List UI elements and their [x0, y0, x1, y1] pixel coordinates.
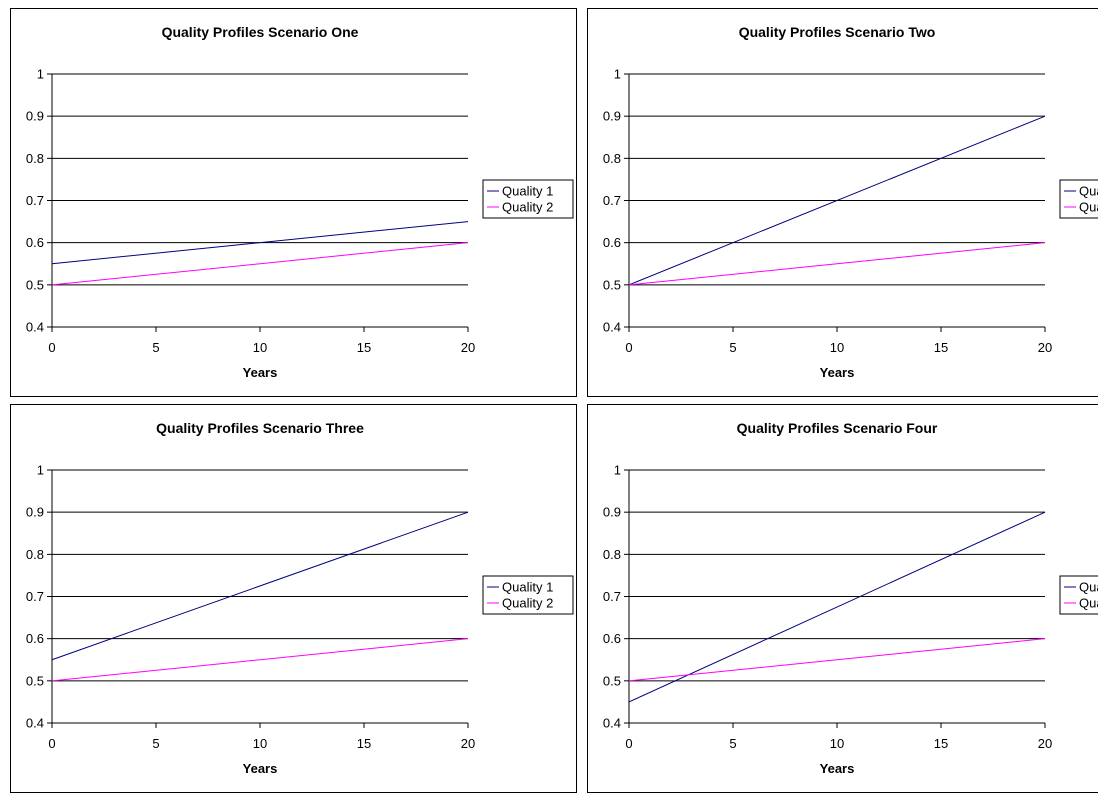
- series-line-quality-1: [51, 221, 469, 265]
- legend-label: Quality 1: [502, 184, 553, 199]
- x-tick-label: 15: [934, 340, 948, 355]
- x-tick-label: 10: [830, 340, 844, 355]
- y-tick-label: 1: [37, 463, 44, 478]
- y-tick-label: 0.5: [603, 673, 621, 688]
- x-axis-label: Years: [820, 761, 855, 776]
- x-axis-label: Years: [243, 365, 278, 380]
- y-tick-label: 0.7: [603, 589, 621, 604]
- y-tick-label: 0.4: [26, 320, 44, 335]
- x-tick-label: 20: [461, 340, 475, 355]
- legend-label: Quality 2: [502, 596, 553, 611]
- series-line-quality-1: [628, 511, 1046, 703]
- y-tick-label: 0.5: [26, 277, 44, 292]
- legend-label: Quality 2: [502, 200, 553, 215]
- x-tick-label: 15: [357, 340, 371, 355]
- x-tick-label: 15: [357, 736, 371, 751]
- x-tick-label: 20: [461, 736, 475, 751]
- y-tick-label: 1: [37, 67, 44, 82]
- legend-label: Quality 2: [1079, 596, 1098, 611]
- x-tick-label: 5: [152, 736, 159, 751]
- series-line-quality-2: [628, 242, 1046, 286]
- y-tick-label: 0.5: [26, 673, 44, 688]
- series-line-quality-2: [628, 638, 1046, 682]
- x-tick-label: 15: [934, 736, 948, 751]
- y-tick-label: 0.9: [603, 109, 621, 124]
- y-tick-label: 0.6: [603, 631, 621, 646]
- legend-label: Quality 1: [502, 580, 553, 595]
- y-tick-label: 0.6: [603, 235, 621, 250]
- chart-panel-scenario-three: Quality Profiles Scenario Three 0.4 0.5 0.6…: [10, 404, 577, 793]
- y-tick-label: 0.7: [603, 193, 621, 208]
- x-tick-label: 10: [253, 340, 267, 355]
- legend-label: Quality 1: [1079, 184, 1098, 199]
- series-line-quality-2: [51, 242, 469, 286]
- y-tick-label: 0.9: [603, 505, 621, 520]
- y-tick-label: 1: [614, 463, 621, 478]
- y-tick-label: 0.4: [603, 716, 621, 731]
- x-tick-label: 20: [1038, 340, 1052, 355]
- y-tick-label: 0.4: [603, 320, 621, 335]
- chart-panel-scenario-two: Quality Profiles Scenario Two 0.4 0.5 0.6 0.…: [587, 8, 1098, 397]
- x-tick-label: 20: [1038, 736, 1052, 751]
- y-tick-label: 1: [614, 67, 621, 82]
- x-tick-label: 5: [729, 736, 736, 751]
- x-tick-label: 10: [253, 736, 267, 751]
- legend-label: Quality 2: [1079, 200, 1098, 215]
- x-axis-label: Years: [243, 761, 278, 776]
- legend-label: Quality 1: [1079, 580, 1098, 595]
- chart-title: Quality Profiles Scenario Two: [739, 24, 936, 40]
- x-tick-label: 5: [152, 340, 159, 355]
- series-line-quality-1: [628, 115, 1046, 286]
- chart-svg-scenario-one: Quality Profiles Scenario One 0.4 0.5 0.6 0.…: [26, 24, 574, 380]
- y-tick-label: 0.8: [603, 547, 621, 562]
- x-tick-label: 0: [48, 736, 55, 751]
- y-tick-label: 0.9: [26, 109, 44, 124]
- legend-box: [1059, 179, 1098, 219]
- y-tick-label: 0.4: [26, 716, 44, 731]
- x-tick-label: 0: [48, 340, 55, 355]
- chart-title: Quality Profiles Scenario Four: [737, 420, 938, 436]
- chart-title: Quality Profiles Scenario Three: [156, 420, 364, 436]
- series-line-quality-2: [51, 638, 469, 682]
- chart-svg-scenario-three: Quality Profiles Scenario Three 0.4 0.5 0.6…: [26, 420, 574, 776]
- y-tick-label: 0.8: [26, 151, 44, 166]
- y-tick-label: 0.9: [26, 505, 44, 520]
- y-tick-label: 0.8: [26, 547, 44, 562]
- y-tick-label: 0.8: [603, 151, 621, 166]
- chart-panel-scenario-one: Quality Profiles Scenario One 0.4 0.5 0.6 0.…: [10, 8, 577, 397]
- legend-box: [1059, 575, 1098, 615]
- chart-svg-scenario-four: Quality Profiles Scenario Four 0.4 0.5 0.6 0…: [603, 420, 1098, 776]
- x-tick-label: 10: [830, 736, 844, 751]
- y-tick-label: 0.5: [603, 277, 621, 292]
- series-line-quality-1: [51, 511, 469, 661]
- y-tick-label: 0.6: [26, 631, 44, 646]
- chart-title: Quality Profiles Scenario One: [162, 24, 359, 40]
- y-tick-label: 0.7: [26, 193, 44, 208]
- legend-box: [482, 179, 574, 219]
- legend-box: [482, 575, 574, 615]
- y-tick-label: 0.6: [26, 235, 44, 250]
- x-axis-label: Years: [820, 365, 855, 380]
- chart-panel-scenario-four: Quality Profiles Scenario Four 0.4 0.5 0.6 0…: [587, 404, 1098, 793]
- x-tick-label: 0: [625, 340, 632, 355]
- chart-svg-scenario-two: Quality Profiles Scenario Two 0.4 0.5 0.6 0.…: [603, 24, 1098, 380]
- x-tick-label: 5: [729, 340, 736, 355]
- x-tick-label: 0: [625, 736, 632, 751]
- y-tick-label: 0.7: [26, 589, 44, 604]
